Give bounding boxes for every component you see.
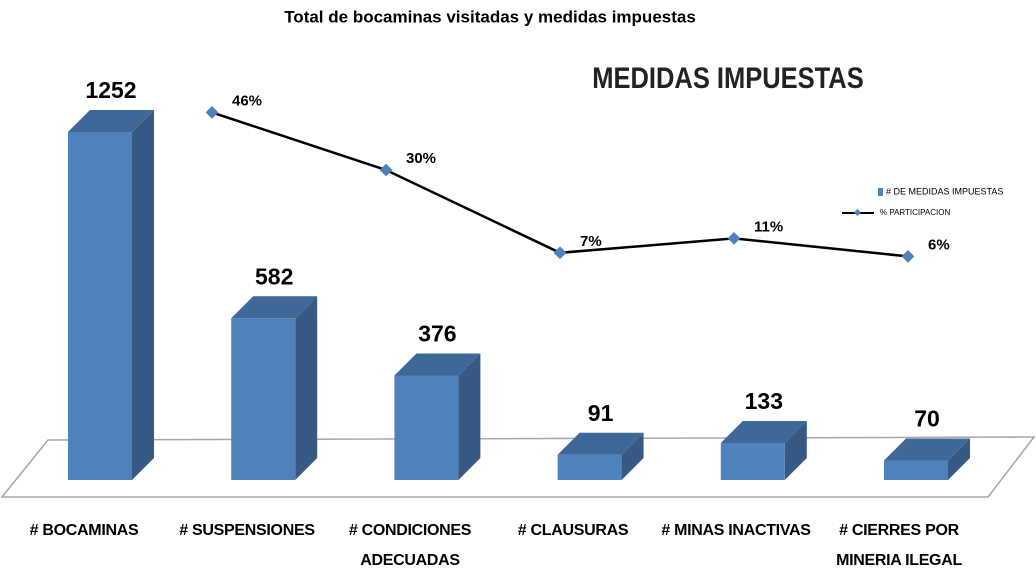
bar-side [948,438,970,480]
chart-title: Total de bocaminas visitadas y medidas i… [284,7,696,26]
legend-label: # DE MEDIDAS IMPUESTAS [886,186,1003,196]
bar [394,353,481,480]
bar-top [231,296,318,319]
line [211,111,909,258]
line-marker [553,246,567,260]
data-label: 7% [580,233,602,250]
data-label: 6% [928,236,950,253]
line-marker [379,163,393,177]
data-label: 46% [232,92,262,109]
chart-subtitle: MEDIDAS IMPUESTAS [592,61,863,94]
bar [68,109,154,480]
legend-label: % PARTICIPACION [880,208,950,217]
bar-front [231,318,296,480]
bar [231,296,318,480]
x-tick-label: # SUSPENSIONES [179,522,315,539]
bar-front [68,131,132,480]
x-tick-label: # BOCAMINAS [29,522,139,539]
data-label: 582 [255,263,293,289]
line-marker [727,232,741,245]
data-label: 1252 [85,77,136,103]
bar-top [884,438,970,461]
bar-front [720,443,785,480]
x-tick-label: # MINAS INACTIVAS [661,522,811,539]
data-label: 11% [754,218,783,235]
bar [720,421,807,480]
floor [0,436,1036,498]
x-tick-label: # CIERRES POR MINERIA ILEGAL [836,522,962,569]
data-label: 133 [745,388,783,414]
data-label: 376 [418,321,456,347]
line-marker [901,250,915,263]
data-label: 30% [406,150,436,167]
data-label: 70 [914,406,940,432]
bar-side [621,432,644,480]
x-tick-label: # CLAUSURAS [517,522,629,539]
legend-swatch [878,188,883,196]
bar-front [884,460,948,480]
bar-side [132,109,154,480]
bar-top [557,432,644,455]
bar-side [784,421,807,480]
x-tick-label: # CONDICIONES ADECUADAS [348,522,472,569]
bar-top [394,353,481,376]
bar-front [394,375,459,480]
bar-top [720,421,807,444]
bar-front [557,454,622,480]
bar-side [295,296,318,480]
bar [557,432,644,480]
line-marker [205,106,219,119]
bar [884,438,970,480]
legend-marker [853,208,862,217]
data-label: 91 [588,400,614,426]
bar-side [458,353,481,480]
bar-top [68,109,154,132]
